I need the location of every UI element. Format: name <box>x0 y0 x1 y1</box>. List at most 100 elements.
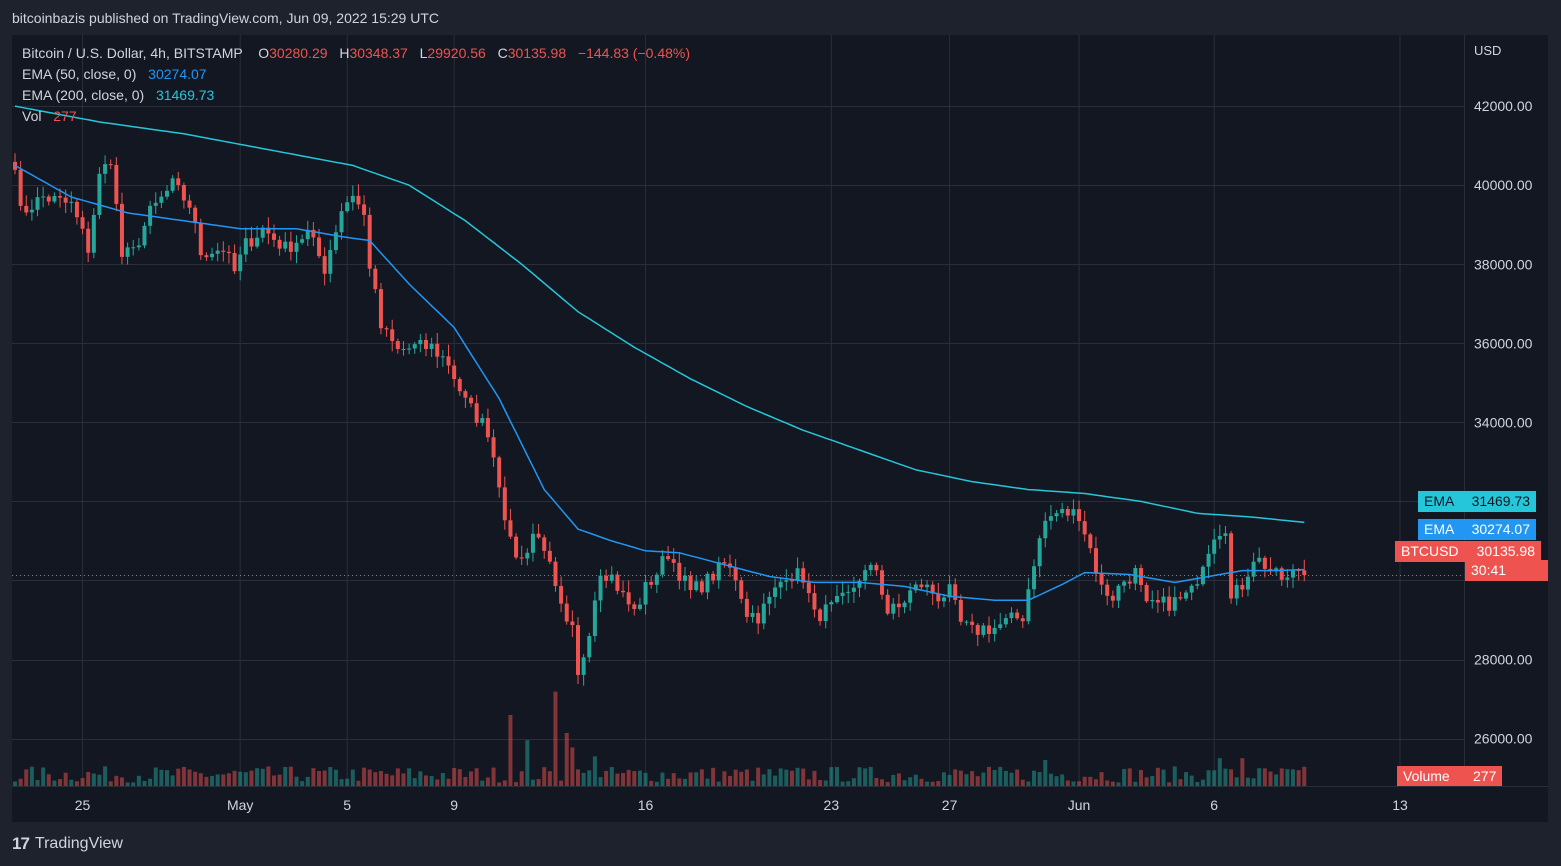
candle[interactable] <box>1234 578 1239 606</box>
candle[interactable] <box>722 558 727 568</box>
legend-ema50-label[interactable]: EMA (50, close, 0) <box>22 66 137 82</box>
time-axis-label[interactable]: May <box>227 797 253 813</box>
candle[interactable] <box>587 632 592 663</box>
candle[interactable] <box>1015 608 1020 621</box>
candle[interactable] <box>902 600 907 614</box>
candle[interactable] <box>1093 536 1098 582</box>
candle[interactable] <box>390 319 395 352</box>
candle[interactable] <box>1189 583 1194 601</box>
candle[interactable] <box>1032 559 1037 598</box>
candle[interactable] <box>834 584 839 604</box>
candle[interactable] <box>699 578 704 595</box>
chart-area[interactable]: 42000.00 40000.00 38000.00 36000.00 34000.00… <box>12 35 1548 822</box>
candle[interactable] <box>880 564 885 600</box>
candle[interactable] <box>1099 564 1104 595</box>
candle[interactable] <box>204 252 209 261</box>
candle[interactable] <box>1110 590 1115 608</box>
candle[interactable] <box>1082 510 1087 542</box>
candle[interactable] <box>744 591 749 623</box>
candle[interactable] <box>992 619 997 642</box>
candle[interactable] <box>384 326 389 337</box>
candle[interactable] <box>795 557 800 584</box>
candle[interactable] <box>829 600 834 612</box>
candle[interactable] <box>750 605 755 623</box>
candle[interactable] <box>637 597 642 611</box>
candle[interactable] <box>1285 569 1290 588</box>
candle[interactable] <box>474 394 479 427</box>
candle[interactable] <box>1155 590 1160 613</box>
candle[interactable] <box>288 231 293 261</box>
candle[interactable] <box>491 429 496 467</box>
time-axis-label[interactable]: 5 <box>343 797 351 813</box>
candle[interactable] <box>260 225 265 243</box>
candle[interactable] <box>1279 566 1284 586</box>
candle[interactable] <box>682 566 687 592</box>
candle[interactable] <box>1178 591 1183 601</box>
candle[interactable] <box>74 198 79 225</box>
candle[interactable] <box>226 245 231 264</box>
candle[interactable] <box>1037 535 1042 578</box>
candle[interactable] <box>958 594 963 626</box>
candle[interactable] <box>1020 615 1025 629</box>
candle[interactable] <box>277 235 282 256</box>
price-axis-label[interactable]: 34000.00 <box>1474 414 1533 430</box>
candle[interactable] <box>469 394 474 408</box>
time-axis-label[interactable]: 27 <box>942 797 958 813</box>
candle[interactable] <box>1139 564 1143 593</box>
candle[interactable] <box>756 605 761 635</box>
ema50-line[interactable] <box>14 164 1305 601</box>
candle[interactable] <box>1302 559 1307 582</box>
candle[interactable] <box>165 185 170 200</box>
candle[interactable] <box>13 153 17 175</box>
candle[interactable] <box>525 548 530 566</box>
candle[interactable] <box>1167 586 1172 617</box>
currency-label[interactable]: USD <box>1474 43 1502 58</box>
candle[interactable] <box>981 623 986 638</box>
candle[interactable] <box>716 556 721 589</box>
time-axis-label[interactable]: 25 <box>75 797 91 813</box>
candle[interactable] <box>294 235 299 264</box>
candle[interactable] <box>125 242 130 265</box>
time-axis-label[interactable]: 23 <box>824 797 840 813</box>
candle[interactable] <box>519 545 524 565</box>
candle[interactable] <box>311 222 316 247</box>
candle[interactable] <box>221 241 226 262</box>
candle[interactable] <box>418 333 423 353</box>
candle[interactable] <box>255 225 260 249</box>
candle[interactable] <box>452 359 457 388</box>
legend-ema50-row[interactable]: EMA (50, close, 0) 30274.07 <box>22 64 690 85</box>
candle[interactable] <box>497 455 502 498</box>
candle[interactable] <box>896 593 901 618</box>
time-axis-label[interactable]: Jun <box>1068 797 1091 813</box>
candle[interactable] <box>936 582 941 609</box>
candle[interactable] <box>1217 524 1222 549</box>
candle[interactable] <box>1116 583 1121 608</box>
price-axis-label[interactable]: 36000.00 <box>1474 335 1533 351</box>
candle[interactable] <box>677 552 682 590</box>
candle[interactable] <box>395 338 400 354</box>
candle[interactable] <box>423 333 428 357</box>
candle[interactable] <box>1200 565 1205 587</box>
candle[interactable] <box>891 598 896 620</box>
candle[interactable] <box>530 523 535 562</box>
candle[interactable] <box>435 332 440 368</box>
candle[interactable] <box>300 234 305 245</box>
candle[interactable] <box>649 575 654 589</box>
candle[interactable] <box>271 224 276 248</box>
candle[interactable] <box>1144 582 1149 604</box>
candle[interactable] <box>913 581 918 594</box>
candle[interactable] <box>925 580 930 596</box>
candle[interactable] <box>1206 545 1211 579</box>
candle[interactable] <box>694 574 699 592</box>
candle[interactable] <box>609 566 614 584</box>
candle[interactable] <box>367 207 372 277</box>
candle[interactable] <box>823 595 828 629</box>
candle[interactable] <box>153 192 158 215</box>
candle[interactable] <box>632 601 637 616</box>
candle[interactable] <box>328 239 333 283</box>
candle[interactable] <box>429 337 434 357</box>
legend-ema200-row[interactable]: EMA (200, close, 0) 31469.73 <box>22 85 690 106</box>
candle[interactable] <box>131 239 136 256</box>
candle[interactable] <box>592 591 597 642</box>
candle[interactable] <box>1262 555 1267 578</box>
